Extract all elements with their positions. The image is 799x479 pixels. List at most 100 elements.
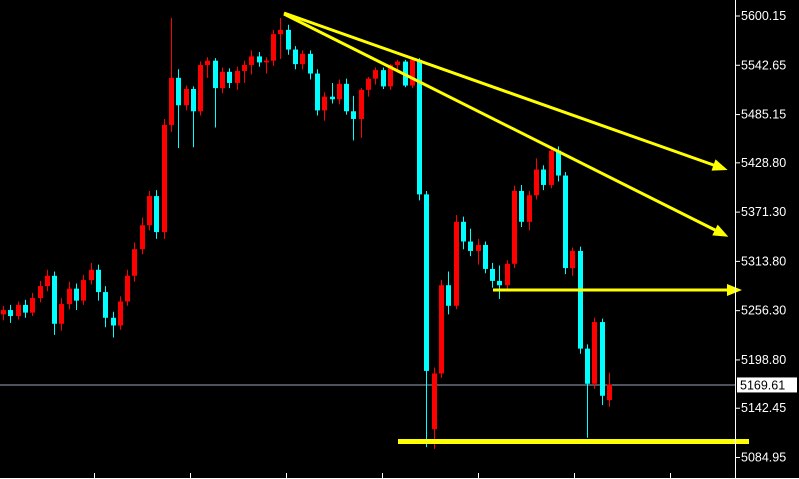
candle-body — [600, 322, 605, 396]
candle-body — [300, 53, 305, 65]
candle-body — [381, 70, 386, 87]
candle-body — [512, 190, 517, 264]
candle-body — [169, 77, 174, 125]
price-axis-label: 5485.15 — [741, 108, 786, 122]
candle-body — [154, 196, 159, 233]
candle-body — [373, 70, 378, 79]
price-axis-label: 5600.15 — [741, 9, 786, 23]
price-axis-label: 5084.95 — [741, 451, 786, 465]
candle-body — [8, 310, 13, 317]
candle-body — [497, 280, 502, 286]
candle-body — [16, 304, 21, 317]
candle-body — [410, 59, 415, 86]
candle-body — [468, 241, 473, 251]
candle-body — [359, 89, 364, 119]
candle-body — [264, 60, 269, 63]
candle-body — [81, 280, 86, 301]
lower-trendline-arrow — [283, 12, 724, 236]
candle-body — [220, 71, 225, 89]
candle-body — [461, 221, 466, 242]
price-axis-label: 5198.80 — [741, 353, 786, 367]
candle-body — [563, 175, 568, 269]
candle-body — [395, 61, 400, 65]
candle-body — [278, 29, 283, 35]
candle-body — [59, 304, 64, 324]
candle-body — [330, 96, 335, 100]
candle-body — [570, 250, 575, 269]
candle-body — [30, 298, 35, 313]
candle-body — [607, 384, 612, 401]
candle-body — [176, 77, 181, 106]
candle-body — [191, 88, 196, 112]
candle-body — [483, 244, 488, 269]
upper-trendline-arrow — [283, 11, 723, 170]
price-axis-label: 5313.80 — [741, 254, 786, 268]
candle-body — [96, 269, 101, 293]
candle-body — [556, 150, 561, 176]
price-axis-label: 5542.65 — [741, 58, 786, 72]
candle-body — [417, 59, 422, 195]
candle-body — [446, 285, 451, 306]
candle-body — [45, 275, 50, 287]
candle-body — [140, 225, 145, 250]
candle-body — [118, 301, 123, 326]
candle-body — [439, 285, 444, 374]
candle-body — [198, 64, 203, 112]
candle-body — [322, 96, 327, 111]
candle-body — [424, 194, 429, 371]
candle-body — [366, 78, 371, 90]
candle-body — [293, 49, 298, 65]
candle-body — [527, 195, 532, 222]
candle-body — [227, 71, 232, 83]
candle-body — [286, 29, 291, 50]
price-axis-label: 5371.30 — [741, 205, 786, 219]
candle-body — [505, 263, 510, 286]
candle-body — [351, 111, 356, 119]
price-axis-label: 5256.30 — [741, 304, 786, 318]
candle-body — [89, 269, 94, 281]
candle-body — [147, 196, 152, 226]
candle-body — [162, 124, 167, 233]
candle-body — [592, 322, 597, 384]
candle-body — [74, 288, 79, 301]
candle-body — [490, 268, 495, 281]
current-price-label: 5169.61 — [740, 378, 785, 392]
candle-body — [519, 190, 524, 222]
candle-body — [132, 249, 137, 276]
candle-body — [432, 373, 437, 430]
candle-body — [257, 56, 262, 63]
candle-body — [38, 286, 43, 299]
candle-body — [549, 150, 554, 185]
lower-trendline-arrow-head — [712, 224, 729, 237]
candle-body — [242, 64, 247, 71]
candle-body — [235, 70, 240, 83]
horizontal-resistance-arrow-head — [727, 284, 742, 296]
price-axis-label: 5428.80 — [741, 156, 786, 170]
candle-body — [125, 275, 130, 302]
candle-body — [476, 244, 481, 251]
candle-body — [103, 292, 108, 318]
candle-body — [541, 169, 546, 185]
candle-body — [1, 310, 6, 315]
candle-body — [205, 60, 210, 65]
candle-body — [585, 348, 590, 384]
candle-body — [388, 64, 393, 87]
candle-body — [52, 275, 57, 324]
candle-body — [315, 73, 320, 111]
candle-body — [271, 34, 276, 61]
current-price-box — [737, 377, 797, 393]
candle-body — [184, 88, 189, 106]
candle-body — [249, 56, 254, 65]
candle-body — [454, 221, 459, 306]
price-axis-label: 5142.45 — [741, 401, 786, 415]
candle-body — [23, 304, 28, 313]
candle-body — [67, 288, 72, 305]
candle-body — [213, 60, 218, 89]
candle-body — [534, 169, 539, 196]
upper-trendline-arrow-head — [711, 159, 728, 171]
candle-body — [578, 250, 583, 349]
candle-body — [111, 317, 116, 326]
